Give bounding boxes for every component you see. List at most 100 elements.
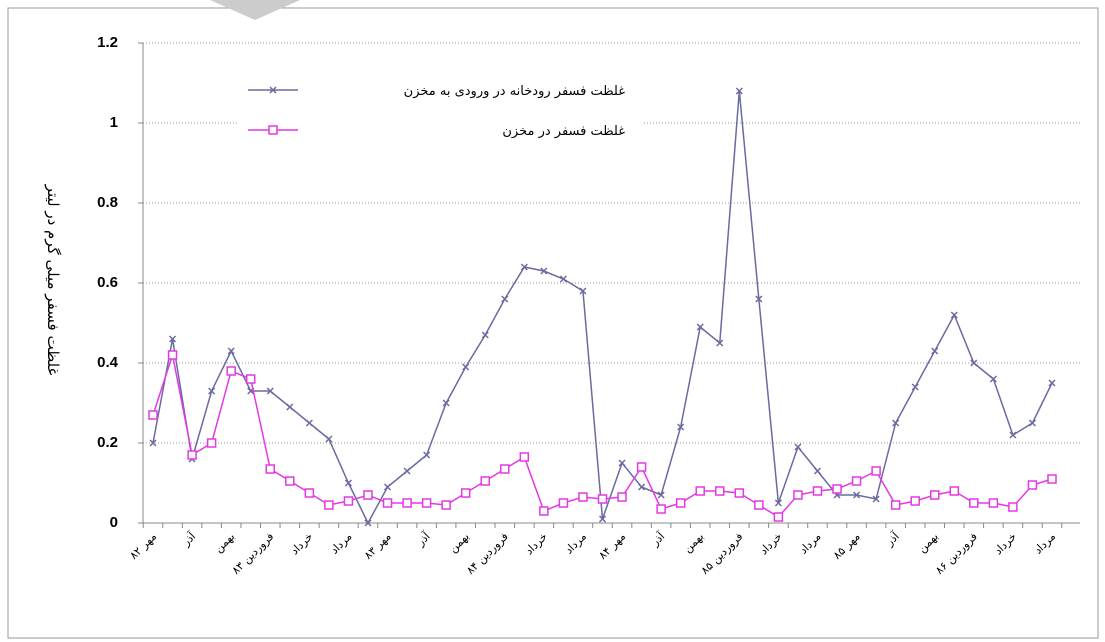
data-point — [892, 419, 900, 427]
data-point — [519, 452, 530, 462]
data-point — [1048, 379, 1056, 387]
data-point — [890, 500, 901, 510]
data-point — [286, 403, 294, 411]
data-point — [481, 331, 489, 339]
data-point — [794, 443, 802, 451]
y-tick-label: 0.6 — [97, 274, 118, 291]
data-point — [1047, 474, 1057, 484]
y-tick-label: 1.2 — [97, 34, 118, 51]
data-point — [929, 490, 940, 500]
data-point — [871, 466, 881, 476]
y-tick-label: 0.8 — [97, 194, 118, 211]
data-point — [1028, 419, 1036, 427]
data-point — [675, 498, 686, 508]
data-point — [383, 483, 392, 491]
data-point — [304, 488, 315, 498]
data-point — [598, 515, 607, 523]
data-point — [716, 339, 724, 347]
data-point — [910, 496, 920, 506]
data-point — [735, 87, 743, 95]
data-point — [618, 459, 626, 467]
data-point — [754, 500, 764, 510]
data-point — [949, 486, 960, 496]
data-point — [695, 486, 705, 496]
data-point — [812, 486, 823, 496]
data-point — [266, 387, 274, 395]
y-tick-label: 0 — [110, 514, 118, 531]
data-point — [149, 439, 157, 447]
data-point — [853, 491, 861, 499]
legend-label: غلظت فسفر در مخزن — [502, 124, 625, 139]
data-point — [734, 488, 745, 498]
legend-label: غلظت فسفر رودخانه در ورودی به مخزن — [404, 84, 626, 99]
data-point — [285, 476, 295, 486]
data-point — [403, 467, 411, 475]
data-point — [169, 335, 177, 343]
data-point — [520, 263, 528, 271]
data-point — [715, 486, 725, 496]
data-point — [501, 295, 509, 303]
data-point — [774, 499, 782, 507]
legend-background — [238, 68, 643, 150]
data-point — [578, 492, 588, 502]
data-point — [265, 464, 276, 474]
data-point — [441, 500, 451, 510]
data-point — [363, 490, 373, 500]
data-point — [539, 506, 549, 516]
data-point — [696, 323, 704, 331]
data-point — [597, 494, 608, 504]
data-point — [872, 495, 880, 503]
data-point — [579, 287, 587, 295]
data-point — [657, 491, 665, 499]
data-point — [500, 464, 510, 474]
data-point — [187, 450, 197, 460]
data-point — [636, 462, 647, 472]
data-point — [423, 451, 431, 459]
data-point — [269, 86, 277, 94]
data-point — [382, 498, 393, 508]
y-axis-label: غلظت فسفر میلی گرم در لیتر — [44, 184, 62, 376]
data-point — [462, 363, 470, 371]
data-point — [1027, 480, 1038, 490]
data-point — [638, 483, 646, 491]
data-point — [268, 125, 278, 135]
data-point — [755, 295, 763, 303]
data-point — [227, 347, 235, 355]
data-point — [305, 419, 313, 427]
data-point — [167, 350, 178, 360]
data-point — [773, 512, 784, 522]
data-point — [988, 498, 999, 508]
data-point — [617, 492, 627, 502]
data-point — [793, 490, 803, 500]
data-point — [558, 498, 569, 508]
data-point — [950, 311, 958, 319]
data-point — [851, 476, 862, 486]
data-point — [911, 383, 919, 391]
data-point — [559, 275, 567, 283]
data-point — [540, 267, 548, 275]
data-point — [813, 467, 822, 475]
data-point — [656, 504, 666, 514]
data-point — [226, 366, 236, 376]
data-point — [208, 387, 216, 395]
data-point — [364, 519, 372, 527]
data-point — [1008, 502, 1018, 512]
data-point — [324, 500, 334, 510]
data-point — [832, 484, 842, 494]
data-point — [344, 479, 352, 487]
data-point — [421, 498, 432, 508]
data-point — [970, 359, 978, 367]
data-point — [460, 488, 471, 498]
data-point — [325, 435, 333, 443]
data-point — [931, 347, 939, 355]
data-point — [148, 410, 158, 420]
y-tick-label: 0.4 — [97, 354, 119, 371]
data-point — [677, 423, 685, 431]
decoration — [210, 0, 300, 20]
data-point — [480, 476, 490, 486]
y-tick-label: 1 — [110, 114, 118, 131]
data-point — [245, 374, 256, 384]
y-tick-label: 0.2 — [97, 434, 118, 451]
data-point — [343, 496, 354, 506]
